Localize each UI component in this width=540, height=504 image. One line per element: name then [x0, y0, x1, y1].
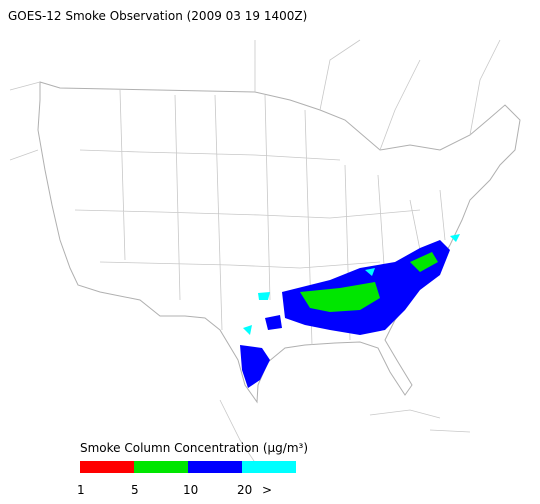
smoke-plume — [240, 234, 460, 388]
color-segment — [242, 461, 296, 473]
color-tick-label: 5 — [131, 483, 139, 497]
color-segment — [134, 461, 188, 473]
legend-label: Smoke Column Concentration (µg/m³) — [80, 441, 308, 455]
color-segment — [80, 461, 134, 473]
us-outline — [37, 81, 521, 404]
other-lines — [219, 300, 471, 471]
smoke-green — [300, 252, 438, 312]
color-segment — [188, 461, 242, 473]
color-tick-label: 1 — [77, 483, 85, 497]
color-tick-label: 10 — [183, 483, 198, 497]
smoke-blue-small — [240, 292, 402, 388]
canada-lines — [9, 39, 501, 161]
map-title: GOES-12 Smoke Observation (2009 03 19 14… — [8, 9, 307, 23]
color-tick-label: 20 — [237, 483, 252, 497]
color-tick-label: > — [262, 483, 272, 497]
